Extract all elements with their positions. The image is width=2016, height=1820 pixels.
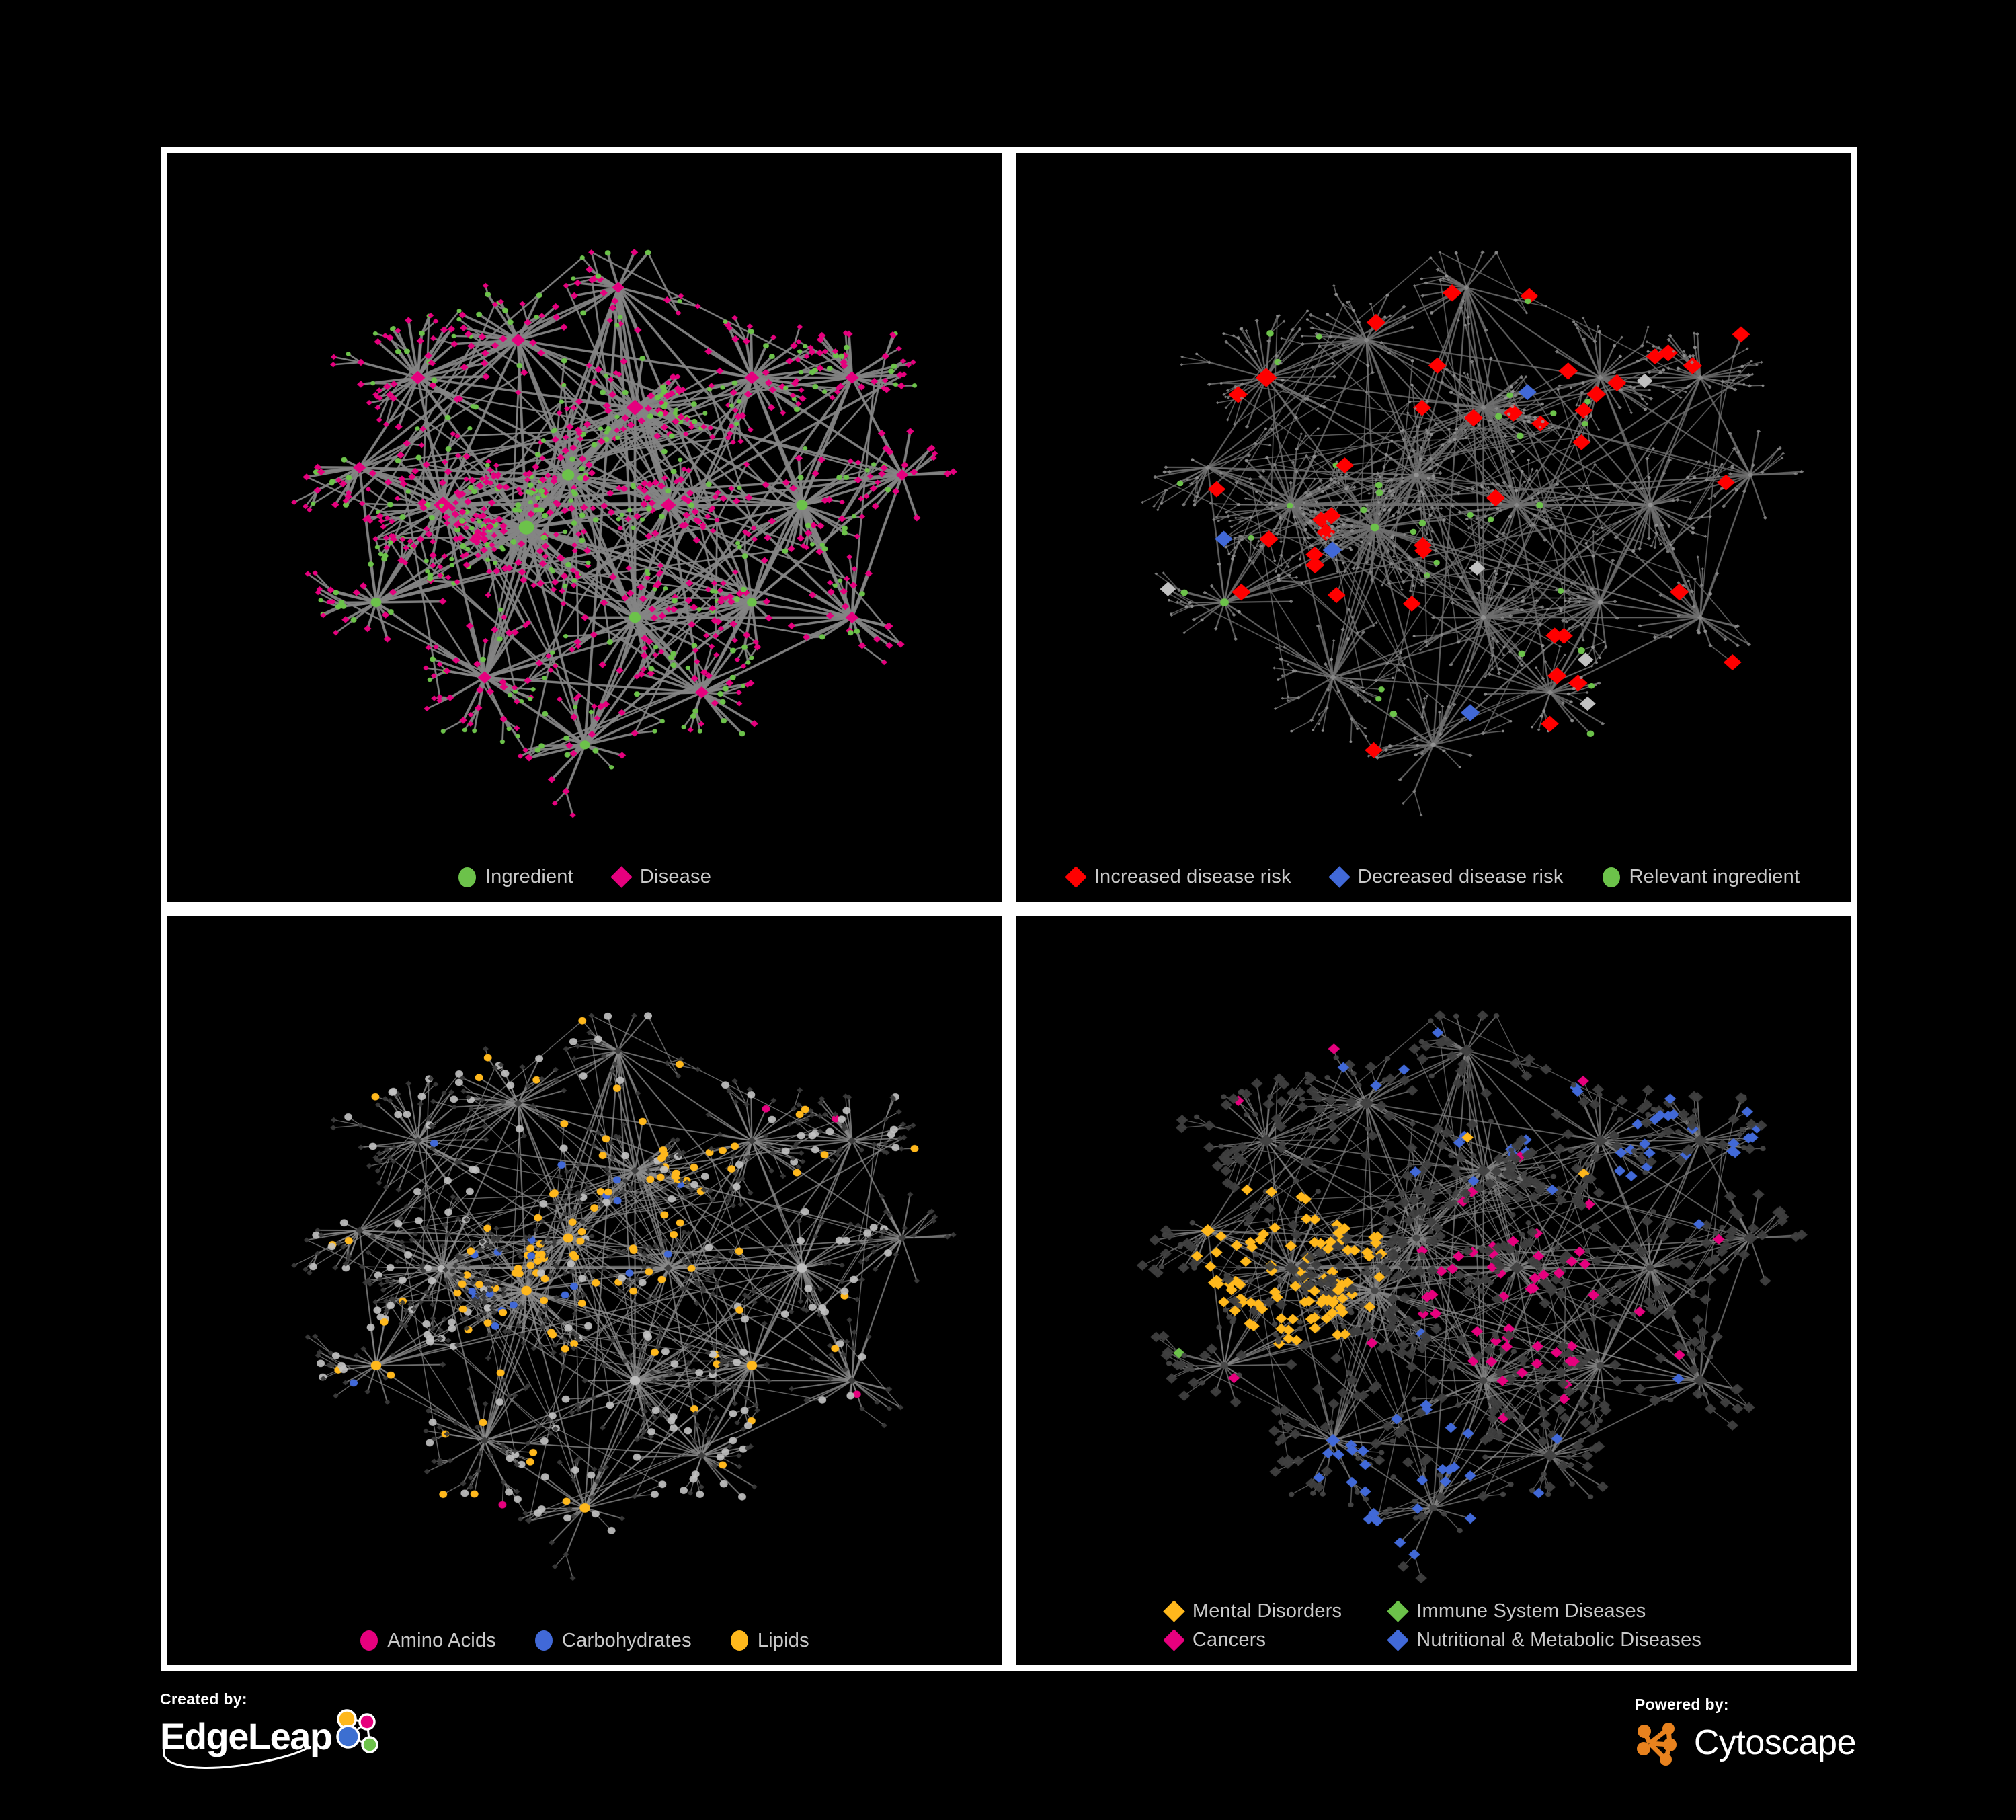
diamond-marker bbox=[1387, 1600, 1410, 1622]
legend-item-label: Increased disease risk bbox=[1094, 866, 1291, 887]
diamond-marker bbox=[610, 866, 633, 888]
network-canvas-bottom-left bbox=[290, 1012, 957, 1581]
legend-item[interactable]: Increased disease risk bbox=[1065, 866, 1291, 888]
legend-item-label: Ingredient bbox=[485, 866, 573, 887]
panel-disease-risk[interactable]: Increased disease risk Decreased disease… bbox=[1016, 153, 1851, 902]
panel-grid: Ingredient Disease Increased disease r bbox=[161, 147, 1857, 1671]
edgeleap-network-icon bbox=[335, 1709, 378, 1753]
legend-item-label: Cancers bbox=[1192, 1629, 1266, 1651]
panel-disease-class[interactable]: Mental Disorders Immune System Diseases … bbox=[1016, 916, 1851, 1665]
legend-item-label: Disease bbox=[639, 866, 712, 887]
legend-item-label: Nutritional & Metabolic Diseases bbox=[1416, 1629, 1702, 1651]
edgeleap-logo[interactable]: EdgeLeap bbox=[160, 1709, 386, 1762]
legend-disease-class: Mental Disorders Immune System Diseases … bbox=[1097, 1600, 1769, 1651]
legend-disease-risk: Increased disease risk Decreased disease… bbox=[1016, 866, 1851, 888]
network-nutrient-class bbox=[167, 916, 1002, 1665]
legend-item[interactable]: Carbohydrates bbox=[534, 1629, 692, 1651]
network-disease-class bbox=[1016, 916, 1851, 1665]
legend-item[interactable]: Decreased disease risk bbox=[1328, 866, 1564, 888]
legend-item-label: Mental Disorders bbox=[1192, 1600, 1342, 1622]
legend-item[interactable]: Nutritional & Metabolic Diseases bbox=[1387, 1629, 1702, 1651]
legend-ingredient-disease: Ingredient Disease bbox=[167, 866, 1002, 888]
legend-item-label: Relevant ingredient bbox=[1629, 866, 1800, 887]
legend-item-label: Decreased disease risk bbox=[1357, 866, 1564, 887]
created-by-block[interactable]: Created by: EdgeLeap bbox=[160, 1690, 386, 1773]
cytoscape-wordmark: Cytoscape bbox=[1693, 1723, 1857, 1762]
legend-item[interactable]: Cancers bbox=[1163, 1629, 1342, 1651]
legend-item-label: Lipids bbox=[757, 1629, 809, 1651]
circle-marker bbox=[730, 1630, 748, 1651]
legend-item[interactable]: Ingredient bbox=[458, 867, 573, 887]
network-canvas-bottom-right bbox=[1136, 1010, 1808, 1583]
panel-nutrient-class[interactable]: Amino Acids Carbohydrates Lipids bbox=[167, 916, 1002, 1665]
created-by-kicker: Created by: bbox=[160, 1690, 247, 1708]
network-canvas-top-left bbox=[290, 249, 957, 818]
diamond-marker bbox=[1065, 866, 1087, 888]
network-disease-risk bbox=[1016, 153, 1851, 902]
circle-marker bbox=[1602, 867, 1620, 887]
cytoscape-logo[interactable]: Cytoscape bbox=[1635, 1716, 1857, 1769]
legend-item[interactable]: Lipids bbox=[730, 1629, 809, 1651]
edgeleap-swoosh-icon bbox=[163, 1746, 311, 1769]
legend-item-label: Amino Acids bbox=[387, 1629, 496, 1651]
network-ingredient-disease bbox=[167, 153, 1002, 902]
circle-marker bbox=[534, 1630, 553, 1651]
legend-nutrient-class: Amino Acids Carbohydrates Lipids bbox=[167, 1630, 1002, 1651]
legend-item[interactable]: Relevant ingredient bbox=[1602, 866, 1800, 887]
diamond-marker bbox=[1328, 866, 1350, 888]
legend-item[interactable]: Mental Disorders bbox=[1163, 1600, 1342, 1622]
legend-item[interactable]: Disease bbox=[610, 866, 712, 888]
legend-item-label: Immune System Diseases bbox=[1416, 1600, 1646, 1622]
network-canvas-top-right bbox=[1141, 250, 1804, 817]
powered-by-block[interactable]: Powered by: bbox=[1634, 1696, 1857, 1769]
footer: Created by: EdgeLeap bbox=[0, 1675, 2016, 1820]
powered-by-kicker: Powered by: bbox=[1634, 1696, 1729, 1713]
circle-marker bbox=[360, 1630, 378, 1651]
legend-item-label: Carbohydrates bbox=[561, 1629, 692, 1651]
circle-marker bbox=[458, 867, 476, 887]
cytoscape-network-icon bbox=[1636, 1723, 1677, 1766]
diamond-marker bbox=[1163, 1629, 1185, 1651]
legend-item[interactable]: Immune System Diseases bbox=[1387, 1600, 1701, 1622]
legend-item[interactable]: Amino Acids bbox=[360, 1630, 496, 1651]
panel-ingredient-disease[interactable]: Ingredient Disease bbox=[167, 153, 1002, 902]
diamond-marker bbox=[1163, 1600, 1185, 1622]
diamond-marker bbox=[1387, 1629, 1410, 1651]
